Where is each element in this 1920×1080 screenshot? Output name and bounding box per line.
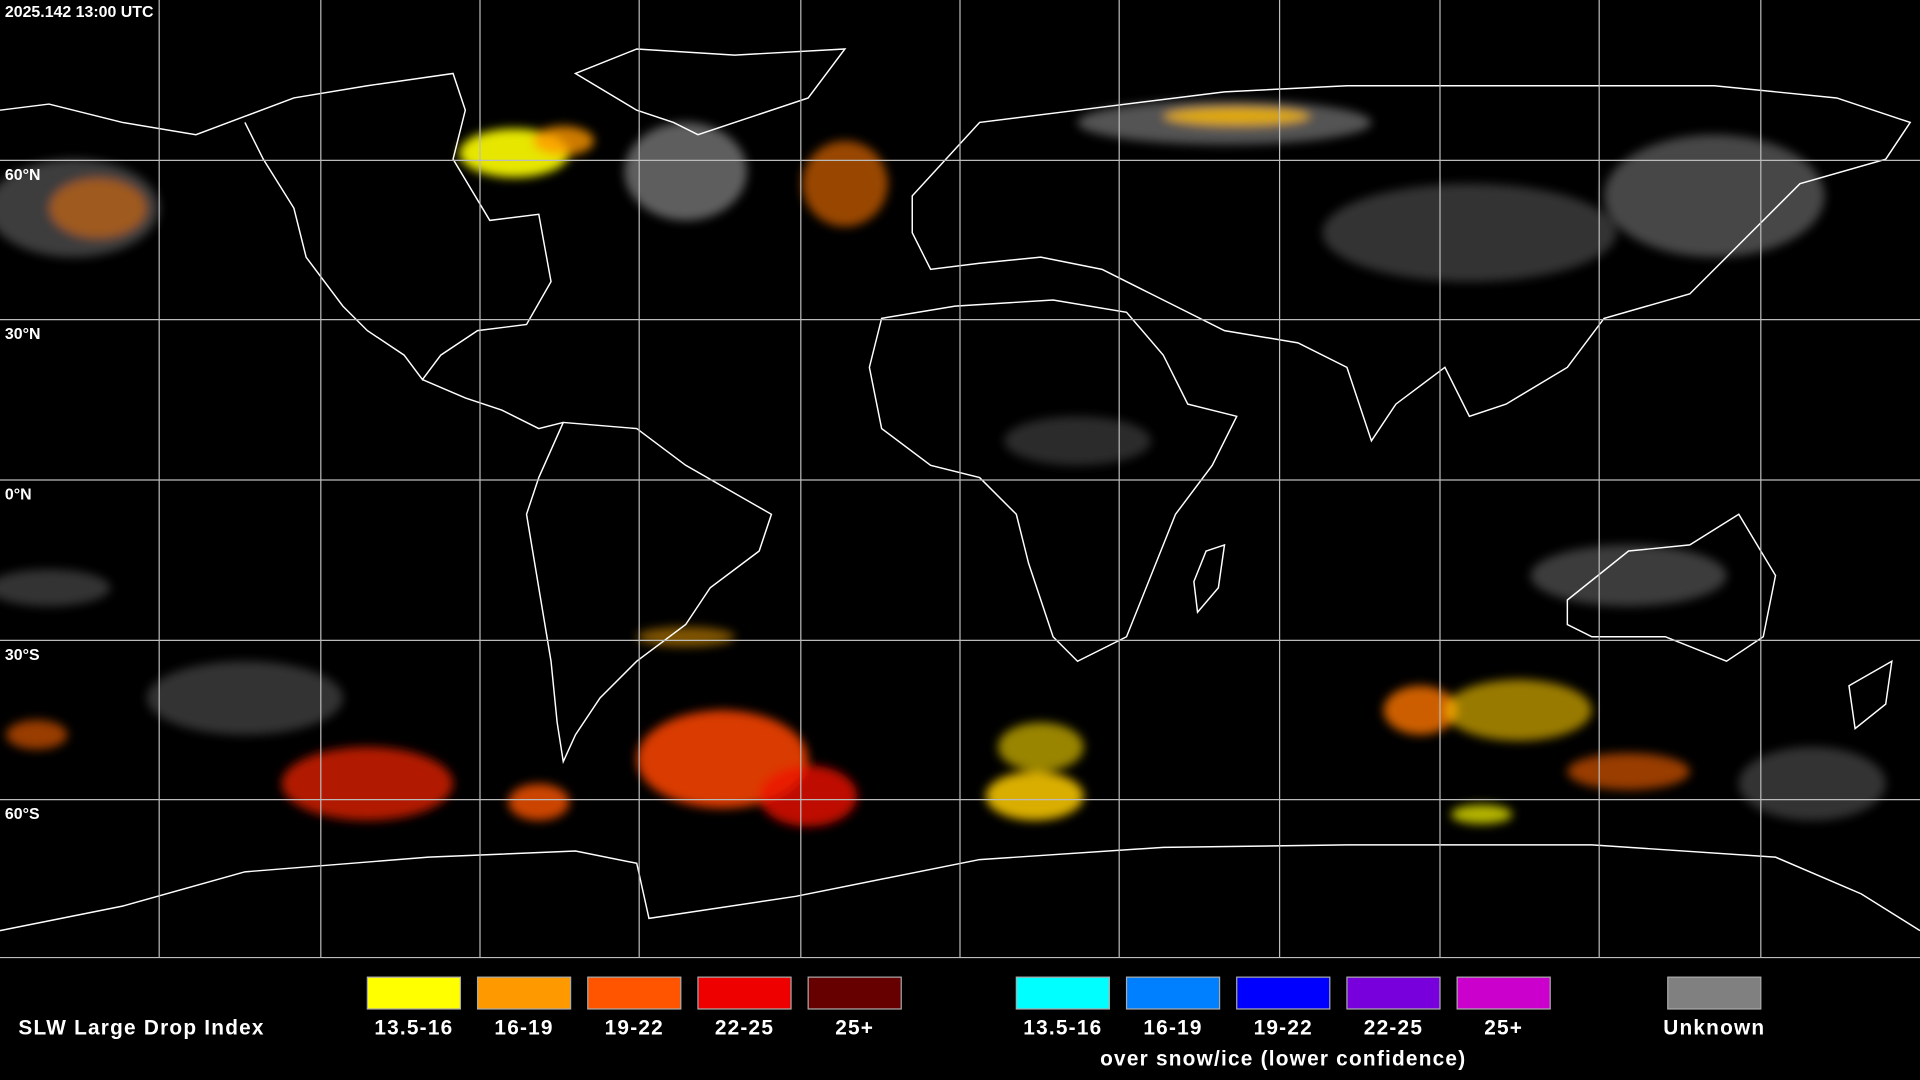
legend: SLW Large Drop Index over snow/ice (lowe… — [18, 976, 1765, 1070]
legend-label: 16-19 — [494, 1017, 553, 1040]
legend-swatch — [697, 976, 792, 1010]
legend-swatch — [476, 976, 572, 1010]
latitude-label: 60°N — [5, 167, 41, 184]
latitude-label: 0°N — [5, 487, 32, 504]
legend-label: 13.5-16 — [374, 1017, 453, 1040]
graticule — [0, 0, 1920, 958]
legend-title: SLW Large Drop Index — [18, 1017, 264, 1040]
latitude-labels: 60°N 30°N 0°N 30°S 60°S — [5, 167, 41, 823]
legend-swatch — [1346, 976, 1441, 1010]
legend-swatch — [1236, 976, 1331, 1010]
legend-swatch — [1667, 976, 1762, 1010]
legend-swatch — [1015, 976, 1110, 1010]
legend-label: 19-22 — [1254, 1017, 1313, 1040]
legend-label: 22-25 — [715, 1017, 774, 1040]
legend-caption: over snow/ice (lower confidence) — [1100, 1047, 1466, 1070]
legend-label: 19-22 — [605, 1017, 664, 1040]
legend-label: 13.5-16 — [1023, 1017, 1102, 1040]
latitude-label: 30°S — [5, 647, 40, 664]
legend-swatch — [587, 976, 682, 1010]
legend-label: 22-25 — [1364, 1017, 1423, 1040]
legend-label: Unknown — [1663, 1017, 1765, 1040]
latitude-label: 60°S — [5, 806, 40, 823]
latitude-label: 30°N — [5, 326, 41, 343]
legend-swatch — [366, 976, 462, 1010]
timestamp: 2025.142 13:00 UTC — [5, 4, 154, 21]
legend-swatch — [1456, 976, 1551, 1010]
legend-swatch — [1125, 976, 1221, 1010]
legend-label: 16-19 — [1143, 1017, 1202, 1040]
legend-label: 25+ — [835, 1017, 874, 1040]
legend-label: 25+ — [1484, 1017, 1523, 1040]
legend-swatch — [807, 976, 902, 1010]
